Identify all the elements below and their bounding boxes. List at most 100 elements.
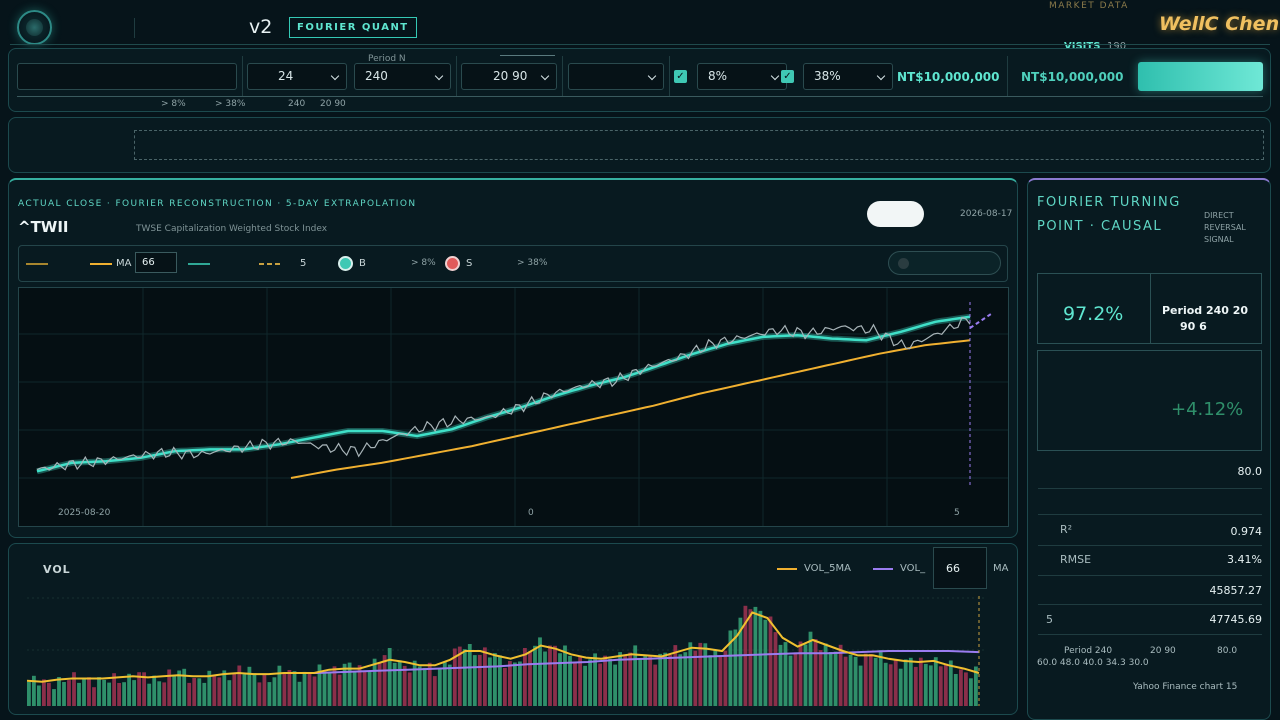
volume-bar — [583, 665, 587, 706]
volume-bar — [513, 662, 517, 706]
volume-bar — [728, 630, 733, 706]
select-period[interactable]: 240 — [354, 63, 451, 90]
volume-bar — [828, 652, 833, 706]
confidence-value: 97.2% — [1063, 303, 1124, 325]
index-name: TWSE Capitalization Weighted Stock Index — [136, 224, 328, 234]
volume-bar — [813, 639, 818, 706]
volume-bar — [593, 653, 597, 706]
version-label: v2 — [249, 16, 273, 38]
volume-bar — [52, 689, 56, 706]
volume-bar — [953, 674, 958, 706]
volume-bar — [873, 657, 878, 706]
volume-bar — [152, 675, 157, 706]
volume-bar — [718, 657, 723, 706]
legend-volma-swatch — [873, 568, 893, 570]
vol-5ma-line — [27, 611, 980, 683]
volume-bar — [678, 654, 683, 706]
volume-bar — [663, 652, 668, 706]
volume-bar — [207, 670, 212, 706]
volume-bar — [387, 648, 392, 706]
volume-bar — [883, 662, 888, 706]
volume-bar — [964, 672, 968, 706]
volume-bar — [708, 655, 713, 706]
ticker-input[interactable] — [17, 63, 237, 90]
stat-divider — [1038, 488, 1262, 489]
volume-bar — [67, 680, 71, 706]
select-lookback[interactable]: 24 — [247, 63, 347, 90]
volume-bar — [222, 670, 227, 706]
volume-bar — [132, 680, 136, 706]
volume-bar — [933, 657, 938, 706]
fourier-line-glow — [36, 313, 971, 475]
sell-threshold-checkbox[interactable]: ✓ — [781, 70, 794, 83]
volume-bar — [788, 655, 793, 706]
volume-bar — [853, 656, 858, 706]
volume-bar — [733, 629, 738, 706]
toggle-switch[interactable] — [867, 201, 924, 227]
volume-bar — [332, 666, 337, 706]
volume-bar — [42, 679, 46, 706]
select-sell-threshold[interactable]: 38% — [803, 63, 893, 90]
volume-bar — [102, 679, 106, 706]
sell-threshold-hint: > 38% — [215, 99, 246, 109]
volume-bar — [47, 682, 51, 706]
volume-bar — [297, 681, 302, 706]
legend-extrap-swatch — [259, 263, 281, 265]
volume-bar — [447, 664, 452, 706]
buy-threshold-checkbox[interactable]: ✓ — [674, 70, 687, 83]
volume-bar — [573, 662, 577, 706]
side-panel — [1027, 178, 1271, 720]
controls-divider — [1007, 56, 1008, 96]
volume-bar — [467, 644, 472, 706]
volume-bar — [352, 671, 357, 706]
legend-ma-swatch — [90, 263, 112, 265]
volume-bar — [563, 645, 567, 706]
volume-bar — [693, 650, 698, 706]
select-cycles[interactable]: 20 90 — [461, 63, 557, 90]
volume-bar — [427, 662, 432, 706]
initial-capital: NT$10,000,000 — [897, 70, 1000, 84]
ma-period-input[interactable]: 66 — [135, 252, 177, 273]
stat-divider — [1038, 545, 1262, 546]
volume-bar — [277, 665, 282, 706]
volume-bar — [683, 652, 688, 706]
volume-bar — [528, 651, 532, 706]
run-button[interactable] — [1138, 62, 1263, 91]
volume-bar — [508, 661, 512, 706]
fourier-line — [36, 315, 971, 473]
volume-bar — [673, 645, 678, 706]
market-data-label: MARKET DATA — [1049, 1, 1129, 11]
volume-bar — [543, 651, 547, 706]
volume-bar — [643, 655, 648, 706]
volume-bar — [588, 659, 592, 706]
volume-bar — [578, 656, 582, 706]
footer-80: 80.0 — [1217, 646, 1238, 656]
select-buy-threshold[interactable]: 8% — [697, 63, 787, 90]
legend-extrap-label: 5 — [300, 258, 307, 269]
stat-value-a: 45857.27 — [1209, 584, 1263, 597]
volume-bar — [257, 682, 262, 706]
volume-bar — [783, 642, 788, 706]
volume-bar — [623, 655, 628, 706]
volume-bar — [307, 674, 312, 706]
volume-bar — [653, 664, 658, 706]
volume-bar — [898, 668, 903, 706]
volume-bar — [538, 637, 542, 706]
cycles-hint: 20 90 — [320, 99, 346, 109]
controls-divider — [562, 56, 563, 96]
legend-ma-label: MA — [116, 258, 132, 269]
header-divider — [134, 18, 135, 38]
vol-ma-input[interactable]: 66 — [933, 547, 987, 589]
period-summary-2: 90 6 — [1180, 320, 1207, 333]
volume-bar — [888, 664, 893, 706]
period-range-marker — [500, 55, 555, 56]
volume-bar — [122, 682, 126, 706]
overlay-toggle[interactable] — [888, 251, 1001, 275]
legend-fourier-swatch — [188, 263, 210, 265]
volume-bar — [738, 617, 743, 706]
stat-value-b: 47745.69 — [1209, 613, 1263, 626]
volume-bar — [974, 666, 978, 706]
select-mode[interactable] — [568, 63, 664, 90]
chevron-down-icon — [876, 71, 886, 81]
volume-bar — [798, 641, 803, 706]
